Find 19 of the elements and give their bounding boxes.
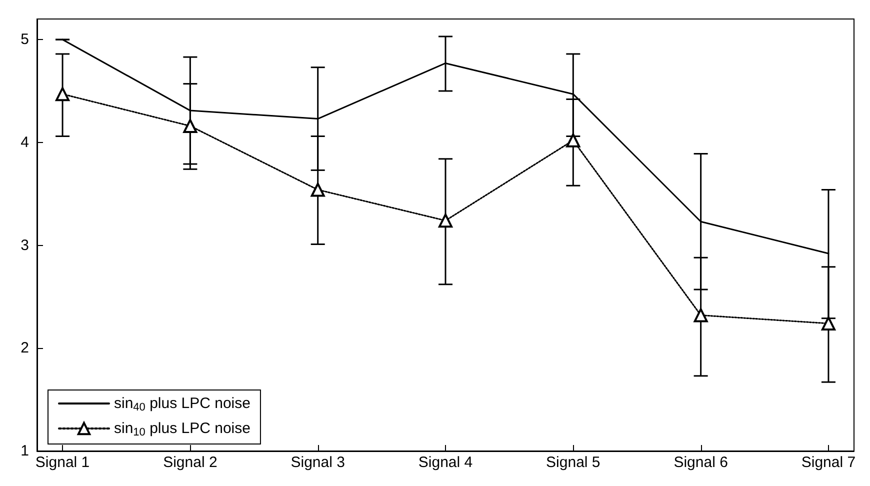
point xyxy=(694,308,708,322)
x-tick-label: Signal 6 xyxy=(674,454,728,471)
y-tick-label: 1 xyxy=(20,442,29,460)
point xyxy=(821,316,836,330)
y-tick-label: 3 xyxy=(20,236,29,254)
point xyxy=(56,87,70,102)
x-tick-label: Signal 1 xyxy=(35,454,90,471)
x-tick-label: Signal 5 xyxy=(546,454,600,471)
x-tick-label: Signal 7 xyxy=(801,454,856,471)
point xyxy=(310,182,325,197)
x-tick-label: Signal 3 xyxy=(290,454,345,471)
x-tick-label: Signal 4 xyxy=(418,454,473,471)
point xyxy=(566,133,580,148)
y-tick-label: 5 xyxy=(20,31,29,48)
point xyxy=(183,118,198,133)
y-tick-label: 4 xyxy=(20,134,29,151)
point xyxy=(438,214,452,228)
y-tick-label: 2 xyxy=(20,340,29,357)
x-tick-label: Signal 2 xyxy=(163,454,218,471)
